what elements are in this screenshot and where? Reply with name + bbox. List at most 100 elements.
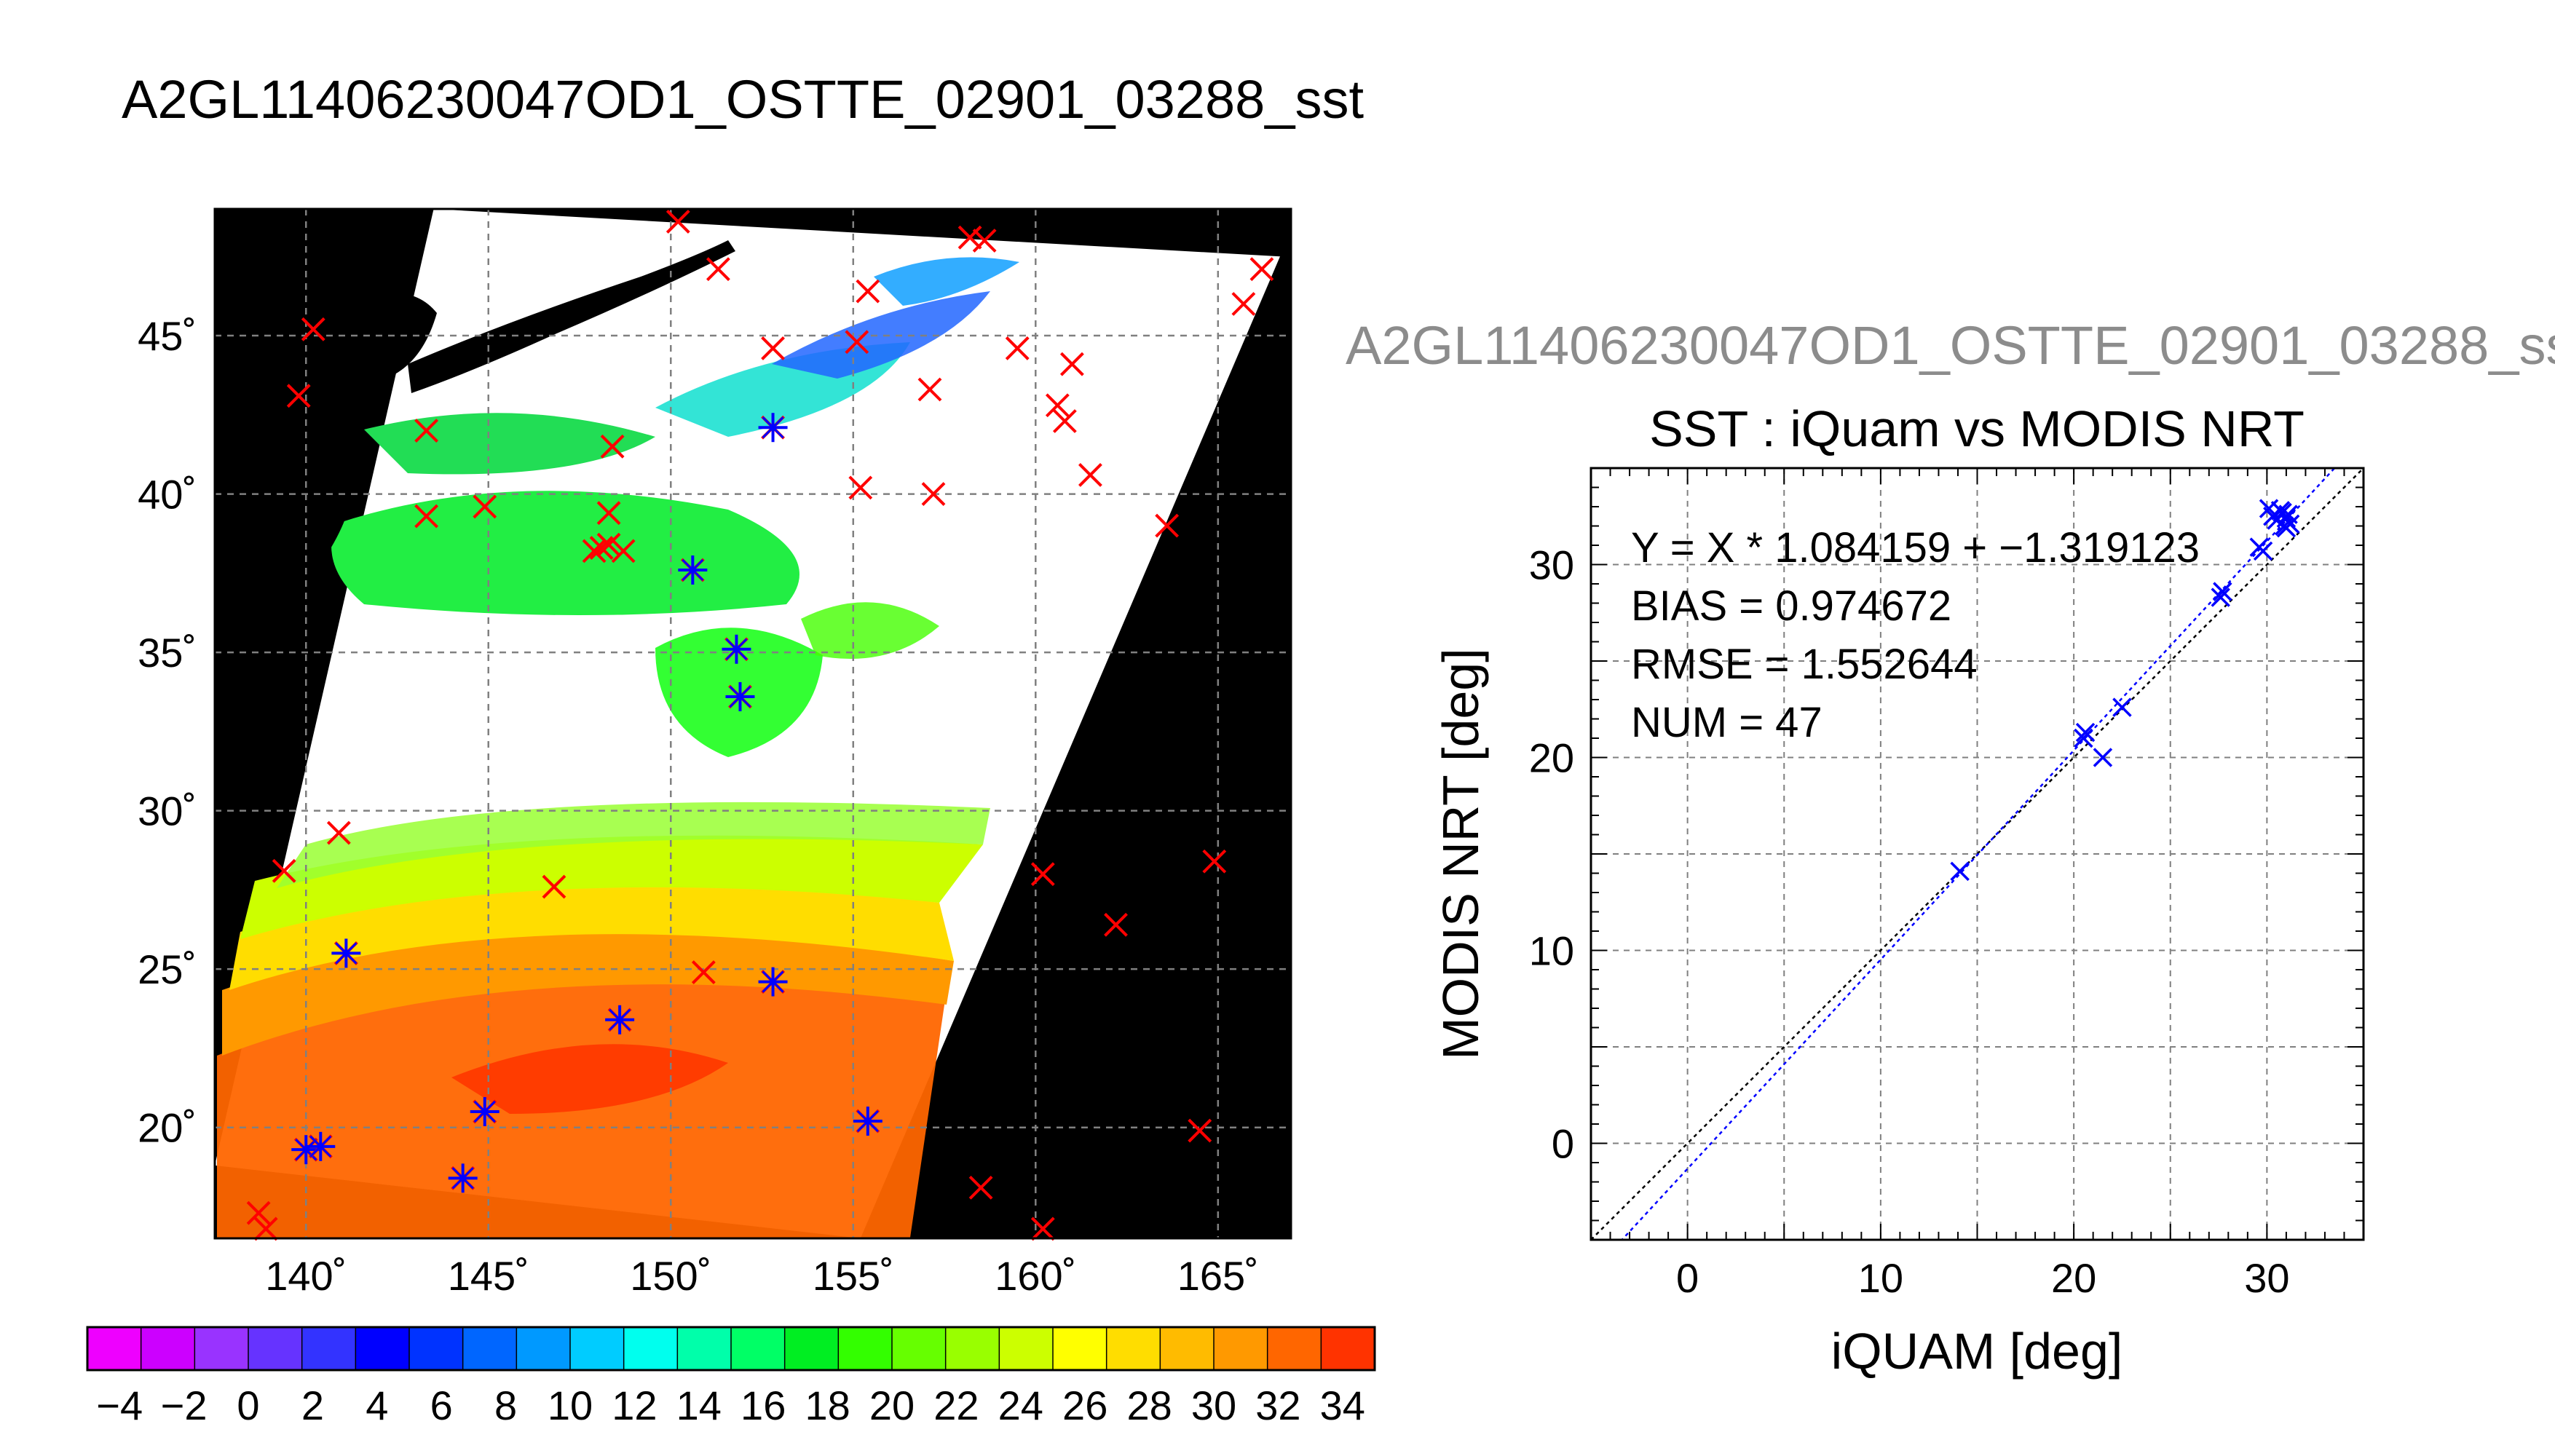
insitu-point (272, 858, 296, 883)
colorbar-tick-label: 18 (805, 1382, 850, 1428)
sst-band-yellow (229, 882, 954, 990)
stats-rmse: RMSE = 1.552644 (1631, 641, 1978, 688)
colorbar-tick-label: 0 (237, 1382, 259, 1428)
match-point (605, 1005, 635, 1034)
match-point (853, 1107, 882, 1136)
sst-patch-blue (772, 291, 990, 379)
scatter-point (2074, 728, 2093, 748)
scatter-xtick-label: 20 (2051, 1255, 2096, 1301)
colorbar-tick-label: −2 (161, 1382, 208, 1428)
insitu-point (1045, 393, 1070, 418)
map-grid (215, 209, 1291, 1238)
insitu-point (1104, 912, 1128, 937)
match-point (725, 682, 755, 712)
scatter-panel: SST : iQuam vs MODIS NRT 0 10 20 300102030 … (1432, 400, 2365, 1380)
colorbar-swatch (999, 1327, 1054, 1370)
scatter-point (2276, 508, 2297, 529)
insitu-point (414, 419, 439, 443)
match-point (331, 938, 361, 968)
map-ytick-label: 20˚ (138, 1105, 197, 1151)
colorbar-tick-label: 14 (676, 1382, 722, 1428)
colorbar-swatch (838, 1327, 893, 1370)
map-xtick-label: 145˚ (448, 1253, 529, 1299)
colorbar-swatch (1106, 1327, 1161, 1370)
colorbar-swatch (355, 1327, 410, 1370)
colorbar-swatch (677, 1327, 732, 1370)
scatter-ytick-label: 0 (1552, 1121, 1574, 1167)
sst-patch-lightblue (874, 257, 1019, 306)
colorbar-tick-label: 16 (741, 1382, 786, 1428)
colorbar-swatch (248, 1327, 303, 1370)
colorbar-tick-label: 34 (1320, 1382, 1365, 1428)
colorbar-swatches (87, 1327, 1375, 1370)
insitu-point (856, 279, 880, 304)
insitu-point (473, 494, 497, 519)
match-point (722, 634, 751, 664)
insitu-point (1202, 849, 1227, 874)
colorbar-tick-label: 12 (612, 1382, 657, 1428)
sst-band-amber (222, 930, 954, 1056)
match-point (758, 413, 788, 443)
scatter-title: SST : iQuam vs MODIS NRT (1649, 400, 2305, 457)
stats-regression-equation: Y = X * 1.084159 + −1.319123 (1631, 524, 2200, 571)
match-point (758, 967, 788, 997)
sst-patch-green-north (364, 413, 655, 475)
sst-band-lightgreen (277, 802, 990, 888)
insitu-point (972, 229, 997, 253)
scatter-point (2276, 518, 2297, 538)
map-xtick-label: 150˚ (630, 1253, 711, 1299)
insitu-point (596, 501, 621, 526)
figure-title: A2GL11406230047OD1_OSTTE_02901_03288_sst (122, 69, 1364, 130)
colorbar-swatch (1160, 1327, 1215, 1370)
insitu-point (761, 336, 785, 360)
stats-bias: BIAS = 0.974672 (1631, 582, 1951, 630)
map-frame (213, 207, 1292, 1240)
insitu-point (1030, 1216, 1055, 1241)
scatter-xtick-label: 30 (2244, 1255, 2289, 1301)
insitu-point (848, 475, 873, 500)
colorbar-tick-label: −4 (96, 1382, 143, 1428)
stats-num: NUM = 47 (1631, 699, 1823, 746)
map-ytick-label: 45˚ (138, 313, 197, 359)
map-land-kuril (408, 240, 735, 393)
colorbar-tick-label: 2 (301, 1382, 324, 1428)
colorbar-swatch (623, 1327, 678, 1370)
insitu-point (968, 1175, 993, 1200)
map-xtick-label: 160˚ (995, 1253, 1076, 1299)
insitu-point (542, 874, 566, 899)
map-panel: 140˚ 145˚ 150˚ 155˚ 160˚ 165˚ 20˚ 25˚ 30˚ 35˚ 40˚ 4… (138, 207, 1292, 1299)
colorbar: −4 −2 0 2 4 6 8 10 12 14 16 18 20 22 24 26 28 30 32 34 (86, 1326, 1376, 1428)
map-xtick-label: 155˚ (813, 1253, 894, 1299)
sst-band-red (451, 1044, 728, 1114)
colorbar-swatch (516, 1327, 571, 1370)
scatter-point (2075, 722, 2096, 743)
colorbar-labels: −4 −2 0 2 4 6 8 10 12 14 16 18 20 22 24 26 28 30 32 34 (96, 1382, 1365, 1428)
scatter-point (2093, 748, 2113, 767)
colorbar-swatch (945, 1327, 1000, 1370)
scatter-points (1950, 499, 2300, 882)
scatter-point (2213, 582, 2232, 601)
colorbar-swatch (1267, 1327, 1322, 1370)
map-insitu-markers (246, 209, 1274, 1241)
colorbar-tick-label: 4 (366, 1382, 388, 1428)
colorbar-tick-label: 28 (1126, 1382, 1172, 1428)
colorbar-tick-label: 6 (430, 1382, 453, 1428)
scatter-xtick-label: 10 (1858, 1255, 1903, 1301)
map-ytick-label: 25˚ (138, 946, 197, 992)
map-ytick-label: 40˚ (138, 472, 197, 518)
colorbar-swatch (1321, 1327, 1375, 1370)
scatter-ytick-label: 20 (1529, 735, 1574, 781)
colorbar-tick-label: 26 (1062, 1382, 1107, 1428)
colorbar-tick-label: 22 (933, 1382, 979, 1428)
map-ytick-label: 35˚ (138, 630, 197, 676)
insitu-point (957, 225, 982, 250)
insitu-point (1052, 409, 1077, 433)
insitu-point (1059, 352, 1084, 376)
insitu-point (706, 257, 730, 282)
insitu-point (917, 377, 942, 402)
colorbar-swatch (1053, 1327, 1107, 1370)
regression-line (1620, 468, 2336, 1240)
scatter-xtick-label: 0 (1676, 1255, 1699, 1301)
scatter-point (2270, 501, 2291, 521)
